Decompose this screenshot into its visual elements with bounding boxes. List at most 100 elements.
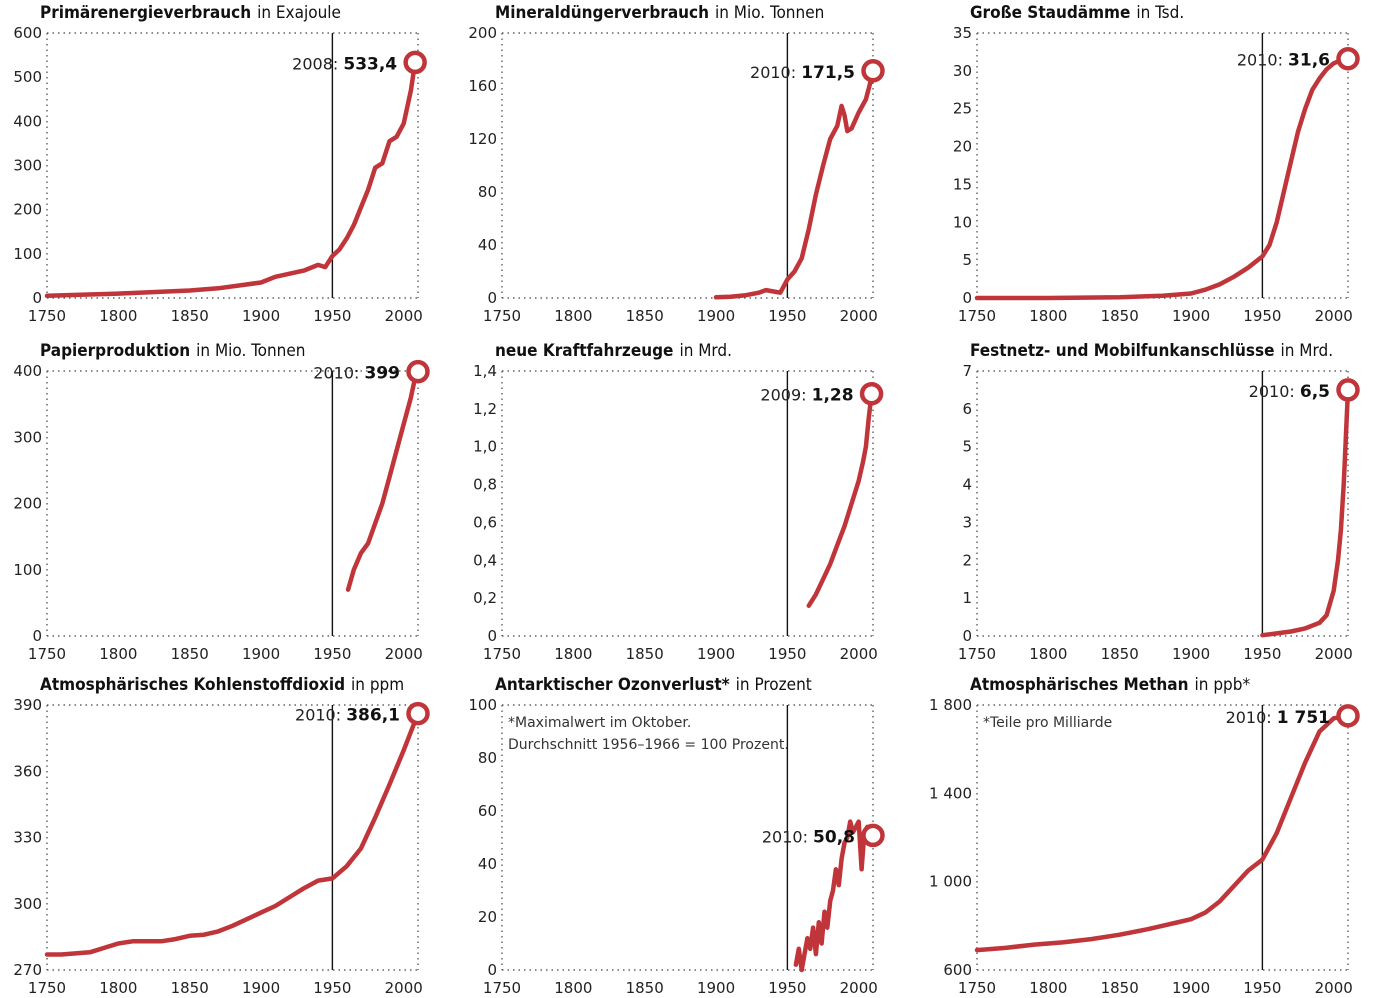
y-tick-label: 60: [478, 802, 497, 820]
series-line: [713, 68, 876, 300]
end-value-label: 2010: 1 751: [1226, 708, 1330, 728]
end-value-number: 31,6: [1288, 51, 1330, 71]
end-point-marker: [406, 701, 430, 726]
series-line: [806, 391, 874, 608]
x-tick-label: 1750: [958, 979, 996, 997]
y-tick-label: 0: [32, 627, 42, 645]
x-tick-label: 1800: [1029, 645, 1067, 663]
end-value-number: 50,8: [813, 827, 855, 847]
chart-unit: in ppb*: [1194, 675, 1251, 695]
x-tick-label: 1800: [1029, 307, 1067, 325]
y-tick-label: 0,4: [473, 551, 497, 569]
end-value-number: 386,1: [346, 706, 400, 726]
chart-title-text: Atmosphärisches Kohlenstoffdioxid: [40, 675, 346, 695]
x-tick-label: 1950: [313, 645, 351, 663]
x-tick-label: 1950: [313, 307, 351, 325]
y-tick-label: 0: [487, 289, 497, 307]
series-line: [44, 60, 418, 299]
x-tick-label: 1800: [99, 307, 137, 325]
chart-title: Papierproduktion in Mio. Tonnen: [40, 341, 305, 361]
y-tick-label: 100: [13, 561, 42, 579]
x-tick-label: 2000: [840, 307, 878, 325]
chart-unit: in Mrd.: [679, 341, 732, 361]
x-tick-label: 1850: [171, 645, 209, 663]
x-tick-label: 1850: [1101, 307, 1139, 325]
x-tick-label: 1900: [697, 645, 735, 663]
chart-svg: 0 20 40 60 80 100 1750 1800 1850 1900 1950 2000 *Max…: [468, 696, 885, 997]
x-tick-label: 2000: [385, 307, 423, 325]
chart-title: Mineraldüngerverbrauch in Mio. Tonnen: [495, 3, 824, 23]
x-tick-label: 1850: [626, 307, 664, 325]
series-line: [974, 56, 1351, 301]
end-value-year: 2010:: [313, 364, 364, 383]
end-value-number: 1 751: [1277, 708, 1330, 728]
y-tick-label: 2: [962, 551, 972, 569]
y-tick-label: 300: [13, 895, 42, 913]
x-tick-label: 1900: [242, 307, 280, 325]
end-value-label: 2008: 533,4: [292, 54, 397, 74]
x-tick-label: 2000: [840, 979, 878, 997]
y-tick-label: 40: [478, 855, 497, 873]
y-tick-label: 30: [953, 62, 972, 80]
x-tick-label: 2000: [840, 645, 878, 663]
chart-title: Antarktischer Ozonverlust* in Prozent: [495, 675, 812, 695]
chart-title: Atmosphärisches Methan in ppb*: [970, 675, 1250, 695]
y-tick-label: 300: [13, 428, 42, 446]
y-tick-label: 1,4: [473, 362, 497, 380]
series-line: [44, 711, 421, 957]
y-tick-label: 0: [32, 289, 42, 307]
end-value-number: 533,4: [343, 54, 397, 74]
end-point-marker: [406, 359, 430, 384]
y-tick-label: 300: [13, 157, 42, 175]
chart-unit: in Prozent: [735, 675, 812, 695]
chart-title: Festnetz- und Mobilfunkanschlüsse in Mrd.: [970, 341, 1333, 361]
end-value-number: 399: [365, 364, 401, 384]
y-tick-label: 80: [478, 183, 497, 201]
x-tick-label: 1950: [1243, 307, 1281, 325]
end-value-year: 2010:: [1237, 51, 1288, 70]
chart-unit: in Tsd.: [1136, 3, 1185, 23]
chart-title: Primärenergieverbrauch in Exajoule: [40, 3, 341, 23]
x-tick-label: 1850: [626, 979, 664, 997]
chart-panel: Antarktischer Ozonverlust* in Prozent 0 20 4…: [455, 672, 895, 998]
x-tick-label: 1950: [768, 307, 806, 325]
y-tick-label: 200: [468, 24, 497, 42]
y-tick-label: 400: [13, 112, 42, 130]
y-tick-label: 4: [962, 476, 972, 494]
chart-title-text: Primärenergieverbrauch: [40, 3, 252, 23]
end-point-marker: [1336, 704, 1360, 728]
chart-unit: in Exajoule: [257, 3, 341, 23]
chart-title-text: Atmosphärisches Methan: [970, 675, 1189, 695]
end-point-marker: [1336, 378, 1360, 402]
end-point-marker: [403, 50, 427, 75]
y-tick-label: 200: [13, 495, 42, 513]
end-value-year: 2009:: [760, 386, 811, 405]
chart-title: Atmosphärisches Kohlenstoffdioxid in ppm: [40, 675, 404, 695]
end-value-year: 2008:: [292, 54, 343, 73]
x-tick-label: 1850: [171, 307, 209, 325]
x-tick-label: 1750: [483, 307, 521, 325]
chart-svg: 600 1 000 1 400 1 800 1750 1800 1850 1900 1950 20…: [929, 696, 1360, 997]
chart-panel: Große Staudämme in Tsd. 0 5 10 15 20 25 30 35 1750…: [930, 0, 1370, 326]
y-tick-label: 0,2: [473, 589, 497, 607]
end-value-label: 2010: 31,6: [1237, 51, 1330, 71]
y-tick-label: 0,8: [473, 476, 497, 494]
series-line: [1260, 387, 1351, 638]
y-tick-label: 80: [478, 749, 497, 767]
end-point-marker: [859, 381, 884, 406]
chart-note: *Teile pro Milliarde: [983, 715, 1112, 731]
x-tick-label: 2000: [1315, 307, 1353, 325]
x-tick-label: 1750: [958, 645, 996, 663]
chart-svg: 0 0,2 0,4 0,6 0,8 1,0 1,2 1,4 1750 1800 1850 1900 19…: [473, 362, 884, 663]
chart-title-text: Antarktischer Ozonverlust*: [495, 675, 730, 695]
x-tick-label: 1950: [768, 979, 806, 997]
chart-title: neue Kraftfahrzeuge in Mrd.: [495, 341, 732, 361]
chart-panel: Atmosphärisches Kohlenstoffdioxid in ppm 2…: [0, 672, 440, 998]
y-tick-label: 600: [13, 24, 42, 42]
y-tick-label: 25: [953, 100, 972, 118]
chart-svg: 0 1 2 3 4 5 6 7 1750 1800 1850 1900 1950 2000 2010: 6,…: [958, 362, 1360, 663]
end-value-year: 2010:: [295, 706, 346, 725]
x-tick-label: 1800: [554, 645, 592, 663]
y-tick-label: 330: [13, 829, 42, 847]
